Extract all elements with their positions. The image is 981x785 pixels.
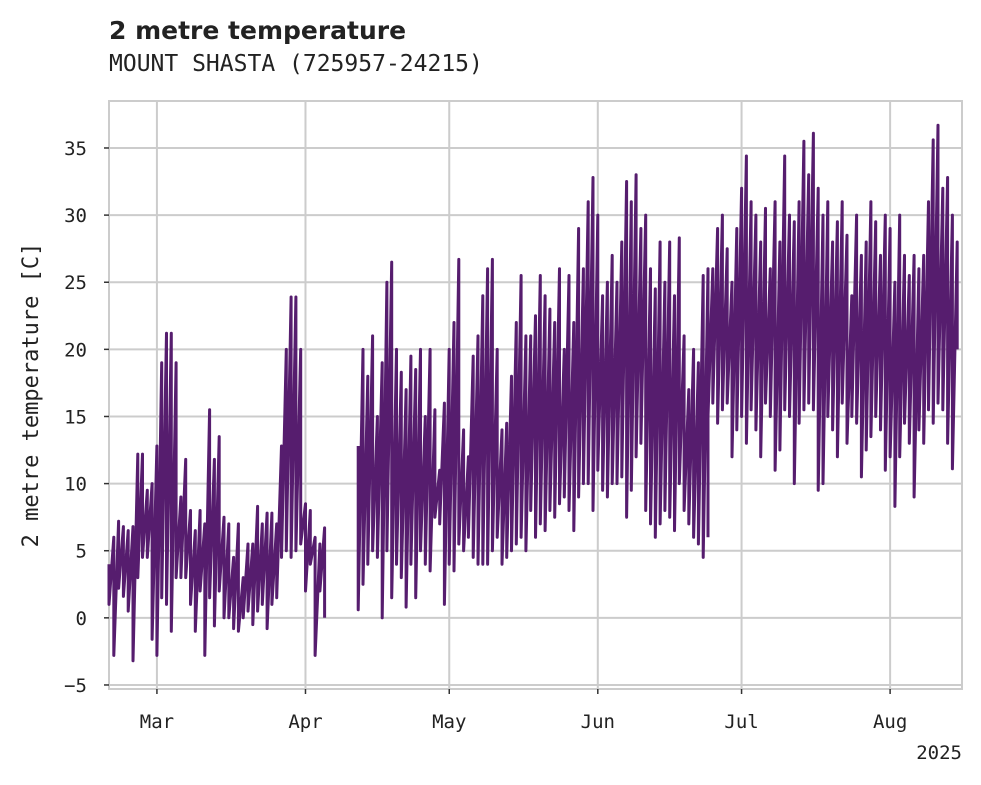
year-label: 2025	[916, 742, 962, 764]
x-tick-label: Jul	[724, 711, 758, 733]
y-tick-label: 5	[76, 541, 87, 563]
y-tick-label: 35	[64, 138, 87, 160]
y-tick-label: 10	[64, 474, 87, 496]
y-tick-label: 20	[64, 339, 87, 361]
x-tick-label: Aug	[873, 711, 907, 733]
y-tick-label: −5	[64, 675, 87, 697]
y-tick-label: 0	[76, 608, 87, 630]
y-tick-labels: −5 0 5 10 15 20 25 30 35	[64, 138, 109, 697]
x-tick-label: Jun	[581, 711, 615, 733]
temperature-series-line	[356, 173, 710, 620]
temperature-series-line	[706, 123, 959, 508]
x-tick-label: Apr	[288, 711, 322, 733]
series-layer	[107, 123, 959, 663]
x-tick-labels: Mar Apr May Jun Jul Aug	[140, 689, 907, 733]
plot-frame	[108, 100, 963, 690]
y-tick-label: 30	[64, 205, 87, 227]
x-tick-label: May	[432, 711, 466, 733]
temperature-series-line	[107, 295, 327, 663]
x-tick-label: Mar	[140, 711, 174, 733]
y-axis-label: 2 metre temperature [C]	[19, 243, 44, 548]
y-tick-label: 25	[64, 272, 87, 294]
chart-subtitle: MOUNT SHASTA (725957-24215)	[109, 51, 483, 77]
y-tick-label: 15	[64, 406, 87, 428]
chart-title: 2 metre temperature	[109, 16, 407, 45]
